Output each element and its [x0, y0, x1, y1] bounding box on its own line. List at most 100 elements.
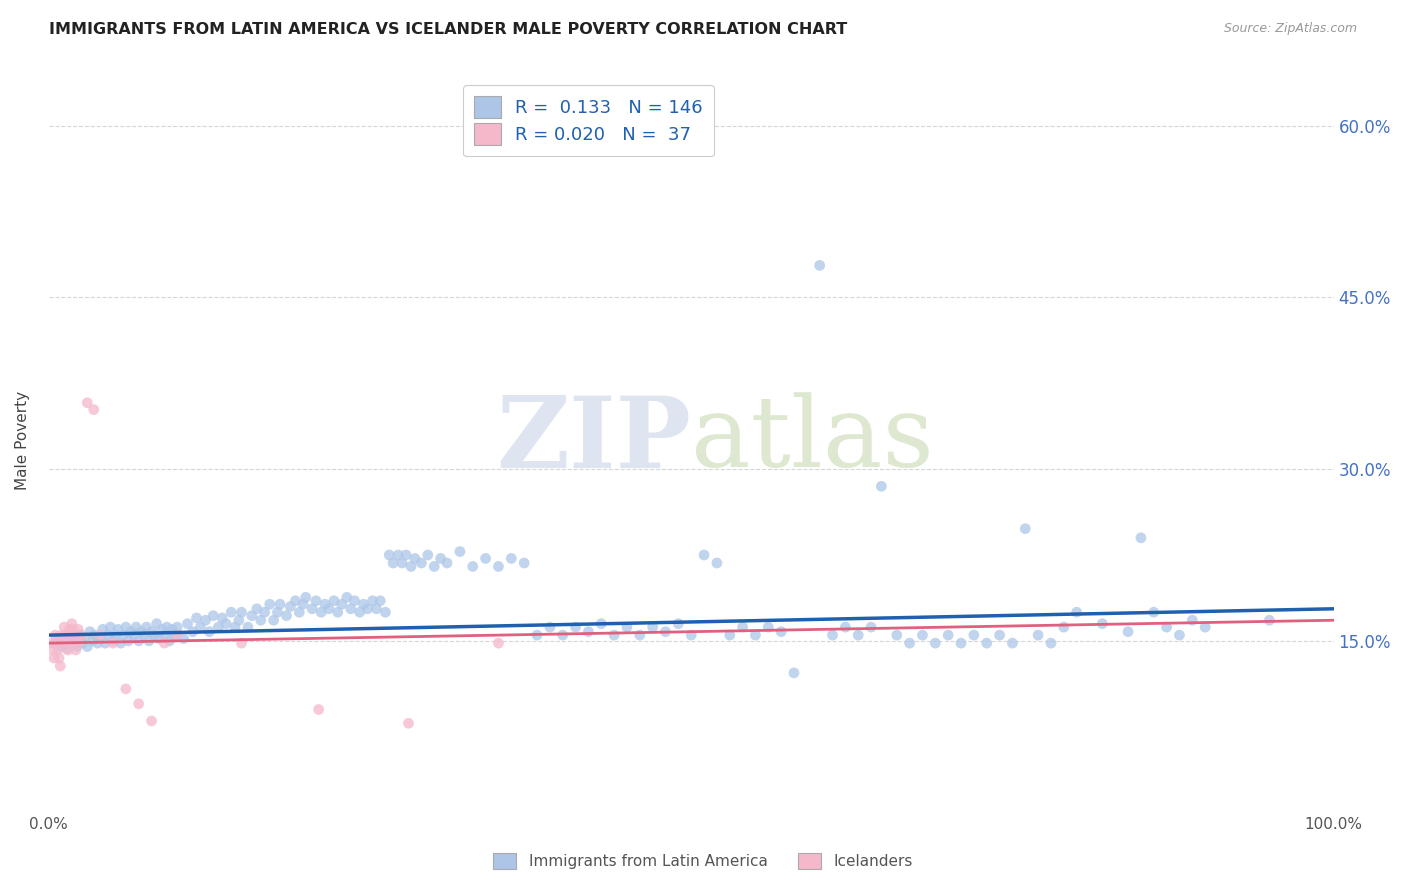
Point	[488, 559, 510, 574]
Point	[860, 620, 883, 634]
Point	[526, 628, 548, 642]
Point	[181, 624, 204, 639]
Point	[356, 602, 378, 616]
Point	[924, 636, 946, 650]
Point	[551, 628, 574, 642]
Point	[461, 559, 484, 574]
Point	[186, 611, 208, 625]
Point	[326, 605, 349, 619]
Point	[1143, 605, 1166, 619]
Point	[70, 636, 93, 650]
Point	[45, 636, 67, 650]
Point	[211, 611, 233, 625]
Point	[783, 665, 806, 680]
Point	[756, 620, 779, 634]
Point	[1026, 628, 1049, 642]
Point	[731, 620, 754, 634]
Point	[246, 602, 269, 616]
Point	[253, 605, 276, 619]
Point	[834, 620, 856, 634]
Point	[60, 616, 83, 631]
Point	[49, 659, 72, 673]
Point	[104, 628, 127, 642]
Point	[436, 556, 458, 570]
Point	[94, 636, 117, 650]
Point	[1001, 636, 1024, 650]
Point	[603, 628, 626, 642]
Point	[100, 620, 122, 634]
Text: atlas: atlas	[692, 392, 934, 489]
Point	[382, 556, 405, 570]
Point	[501, 551, 523, 566]
Point	[231, 605, 253, 619]
Point	[1014, 522, 1036, 536]
Point	[870, 479, 893, 493]
Text: IMMIGRANTS FROM LATIN AMERICA VS ICELANDER MALE POVERTY CORRELATION CHART: IMMIGRANTS FROM LATIN AMERICA VS ICELAND…	[49, 22, 848, 37]
Point	[190, 620, 212, 634]
Point	[309, 605, 332, 619]
Point	[122, 628, 145, 642]
Point	[145, 616, 167, 631]
Point	[963, 628, 986, 642]
Point	[115, 681, 138, 696]
Point	[173, 632, 195, 646]
Point	[308, 702, 330, 716]
Point	[132, 628, 155, 642]
Point	[314, 597, 336, 611]
Point	[42, 651, 65, 665]
Point	[681, 628, 703, 642]
Point	[156, 620, 179, 634]
Point	[153, 636, 176, 650]
Point	[49, 640, 72, 654]
Point	[46, 632, 69, 646]
Point	[148, 632, 170, 646]
Point	[143, 628, 166, 642]
Point	[1258, 613, 1281, 627]
Point	[988, 628, 1011, 642]
Point	[1181, 613, 1204, 627]
Point	[1194, 620, 1216, 634]
Point	[41, 643, 63, 657]
Point	[395, 548, 418, 562]
Point	[69, 636, 91, 650]
Point	[318, 602, 340, 616]
Point	[44, 628, 66, 642]
Point	[404, 551, 426, 566]
Legend: Immigrants from Latin America, Icelanders: Immigrants from Latin America, Icelander…	[488, 847, 918, 875]
Point	[48, 651, 70, 665]
Point	[249, 613, 271, 627]
Point	[292, 597, 315, 611]
Point	[240, 608, 263, 623]
Point	[219, 605, 242, 619]
Point	[1129, 531, 1152, 545]
Point	[41, 636, 63, 650]
Point	[368, 594, 391, 608]
Point	[898, 636, 921, 650]
Point	[330, 597, 353, 611]
Point	[423, 559, 446, 574]
Point	[160, 623, 183, 637]
Point	[718, 628, 741, 642]
Point	[141, 714, 163, 728]
Point	[101, 636, 124, 650]
Point	[115, 620, 138, 634]
Point	[449, 544, 471, 558]
Point	[411, 556, 433, 570]
Point	[166, 620, 188, 634]
Point	[141, 624, 163, 639]
Point	[641, 620, 664, 634]
Point	[278, 599, 301, 614]
Point	[1053, 620, 1076, 634]
Point	[44, 636, 66, 650]
Point	[228, 613, 250, 627]
Point	[215, 616, 238, 631]
Point	[110, 636, 132, 650]
Point	[129, 624, 152, 639]
Point	[950, 636, 973, 650]
Point	[194, 613, 217, 627]
Point	[366, 602, 388, 616]
Point	[101, 633, 124, 648]
Point	[65, 643, 87, 657]
Point	[288, 605, 311, 619]
Point	[1168, 628, 1191, 642]
